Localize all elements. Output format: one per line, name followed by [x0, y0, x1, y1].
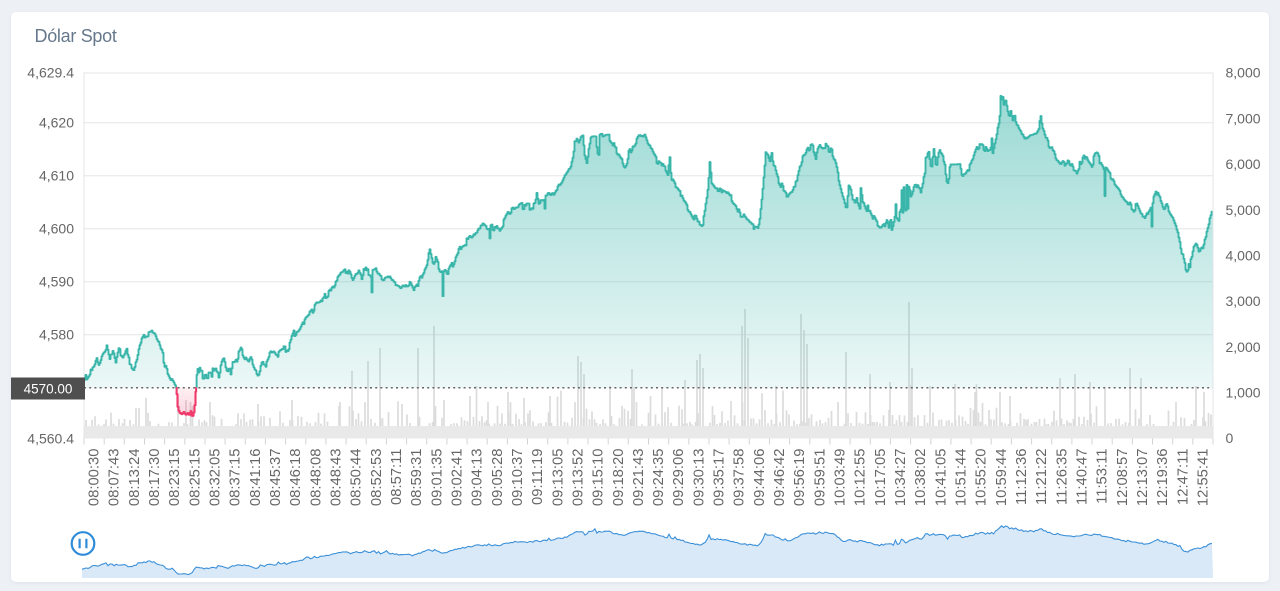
- svg-text:08:57:11: 08:57:11: [389, 449, 405, 506]
- svg-text:12:08:57: 12:08:57: [1115, 449, 1131, 507]
- svg-text:08:41:16: 08:41:16: [248, 449, 264, 507]
- svg-text:11:12:36: 11:12:36: [1014, 449, 1030, 506]
- svg-text:4,560.4: 4,560.4: [27, 430, 74, 446]
- svg-text:4,620: 4,620: [39, 115, 74, 131]
- svg-text:09:13:05: 09:13:05: [550, 449, 566, 507]
- svg-text:10:41:05: 10:41:05: [933, 449, 949, 507]
- svg-text:08:32:05: 08:32:05: [208, 449, 224, 507]
- svg-text:12:19:36: 12:19:36: [1155, 449, 1171, 507]
- svg-text:08:00:30: 08:00:30: [87, 449, 103, 507]
- svg-text:5,000: 5,000: [1226, 202, 1261, 218]
- svg-text:6,000: 6,000: [1226, 156, 1261, 172]
- svg-text:09:56:19: 09:56:19: [792, 449, 808, 507]
- svg-text:3,000: 3,000: [1226, 293, 1261, 309]
- svg-text:09:35:17: 09:35:17: [712, 449, 728, 507]
- svg-text:2,000: 2,000: [1226, 339, 1261, 355]
- svg-text:09:21:43: 09:21:43: [631, 449, 647, 507]
- svg-text:11:21:22: 11:21:22: [1034, 449, 1050, 506]
- svg-text:4,629.4: 4,629.4: [27, 65, 74, 81]
- svg-text:09:30:13: 09:30:13: [691, 449, 707, 507]
- svg-text:09:10:37: 09:10:37: [510, 449, 526, 507]
- svg-text:4,000: 4,000: [1226, 247, 1261, 263]
- svg-text:09:18:20: 09:18:20: [611, 449, 627, 507]
- svg-text:10:34:27: 10:34:27: [893, 449, 909, 507]
- svg-text:09:24:35: 09:24:35: [651, 449, 667, 507]
- svg-text:12:13:07: 12:13:07: [1135, 449, 1151, 507]
- svg-text:8,000: 8,000: [1226, 65, 1261, 81]
- svg-text:09:46:42: 09:46:42: [772, 449, 788, 507]
- svg-text:10:12:55: 10:12:55: [853, 449, 869, 507]
- svg-text:10:59:44: 10:59:44: [994, 449, 1010, 507]
- svg-text:08:48:43: 08:48:43: [329, 449, 345, 507]
- svg-text:09:29:06: 09:29:06: [671, 449, 687, 507]
- svg-text:09:59:51: 09:59:51: [812, 449, 828, 507]
- svg-text:7,000: 7,000: [1226, 110, 1261, 126]
- svg-text:08:23:15: 08:23:15: [167, 449, 183, 507]
- svg-text:12:55:41: 12:55:41: [1195, 449, 1211, 507]
- svg-text:4,580: 4,580: [39, 327, 74, 343]
- svg-text:4,590: 4,590: [39, 274, 74, 290]
- svg-text:08:25:15: 08:25:15: [187, 449, 203, 507]
- svg-text:08:17:30: 08:17:30: [147, 449, 163, 507]
- svg-text:10:17:05: 10:17:05: [873, 449, 889, 507]
- svg-text:11:53:11: 11:53:11: [1095, 449, 1111, 504]
- svg-text:10:38:02: 10:38:02: [913, 449, 929, 507]
- svg-text:4,610: 4,610: [39, 168, 74, 184]
- svg-text:08:07:43: 08:07:43: [107, 449, 123, 507]
- svg-text:08:50:44: 08:50:44: [349, 449, 365, 507]
- svg-text:09:02:41: 09:02:41: [450, 449, 466, 507]
- svg-text:4,600: 4,600: [39, 221, 74, 237]
- svg-text:09:04:13: 09:04:13: [470, 448, 486, 506]
- svg-text:09:13:52: 09:13:52: [570, 449, 586, 507]
- svg-text:08:48:08: 08:48:08: [308, 449, 324, 507]
- svg-text:09:05:28: 09:05:28: [490, 449, 506, 507]
- svg-text:12:47:11: 12:47:11: [1175, 449, 1191, 506]
- svg-text:09:44:06: 09:44:06: [752, 449, 768, 507]
- svg-text:0: 0: [1226, 430, 1234, 446]
- svg-text:08:52:53: 08:52:53: [369, 449, 385, 507]
- svg-text:10:51:44: 10:51:44: [954, 449, 970, 507]
- svg-text:1,000: 1,000: [1226, 385, 1261, 401]
- svg-text:10:55:20: 10:55:20: [974, 448, 990, 506]
- svg-text:4570.00: 4570.00: [24, 381, 73, 396]
- svg-text:08:45:37: 08:45:37: [268, 449, 284, 507]
- svg-text:11:40:47: 11:40:47: [1075, 449, 1091, 506]
- svg-text:08:37:15: 08:37:15: [228, 449, 244, 507]
- svg-text:09:37:58: 09:37:58: [732, 449, 748, 507]
- svg-text:09:01:35: 09:01:35: [429, 449, 445, 507]
- svg-text:10:03:49: 10:03:49: [833, 449, 849, 507]
- svg-text:11:26:35: 11:26:35: [1054, 449, 1070, 506]
- svg-text:08:13:24: 08:13:24: [127, 449, 143, 507]
- svg-text:08:46:18: 08:46:18: [288, 449, 304, 507]
- svg-text:09:11:19: 09:11:19: [530, 449, 546, 506]
- svg-text:09:15:10: 09:15:10: [591, 449, 607, 507]
- svg-text:08:59:31: 08:59:31: [409, 449, 425, 507]
